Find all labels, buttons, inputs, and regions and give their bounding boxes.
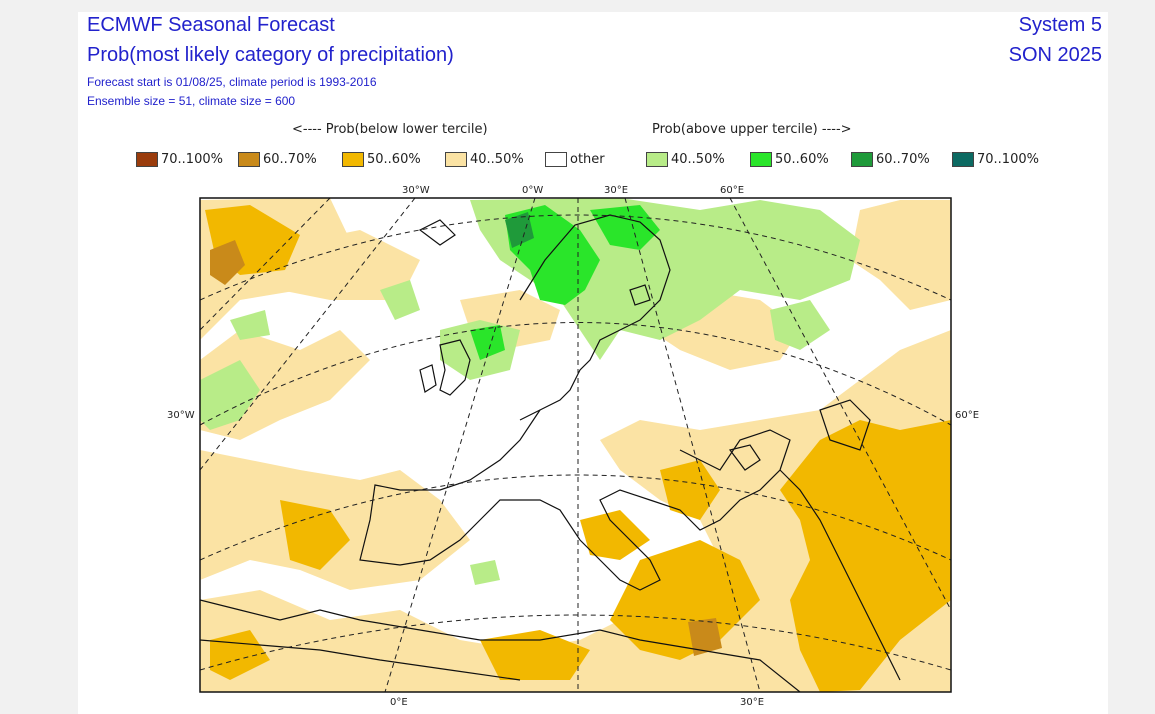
- lon-label-30w: 30°W: [402, 185, 430, 196]
- lon-label-0w: 0°W: [522, 185, 543, 196]
- lon-label-bottom-0e: 0°E: [390, 697, 408, 708]
- side-label-right: 60°E: [955, 410, 979, 421]
- lon-label-bottom-30e: 30°E: [740, 697, 764, 708]
- lon-label-60e: 60°E: [720, 185, 744, 196]
- side-label-left: 30°W: [167, 410, 195, 421]
- lon-label-30e: 30°E: [604, 185, 628, 196]
